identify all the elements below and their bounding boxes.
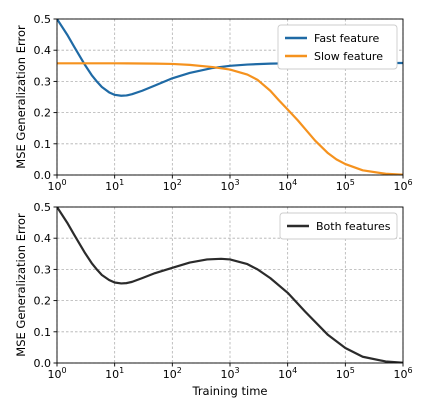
- series-line-fast-feature: [57, 19, 403, 97]
- x-tick-label: 106: [393, 366, 412, 381]
- x-tick-label: 106: [393, 178, 412, 193]
- y-tick-label: 0.1: [34, 138, 52, 151]
- x-tick-label: 104: [278, 178, 297, 193]
- x-tick-label: 100: [47, 178, 66, 193]
- x-tick-label: 104: [278, 366, 297, 381]
- legend-label: Slow feature: [314, 50, 383, 63]
- y-tick-label: 0.1: [34, 326, 52, 339]
- y-tick-label: 0.0: [34, 169, 52, 182]
- legend: Both features: [279, 212, 398, 240]
- top-chart-panel: 100 101 102 103 104 105 106 0.0 0.1 0.2 0.3 0.4 0.5 M…: [14, 13, 413, 193]
- series-line-both-features: [57, 207, 403, 363]
- x-tick-label: 105: [336, 366, 355, 381]
- x-axis-label: Training time: [191, 384, 267, 398]
- series-line-slow-feature: [57, 62, 403, 175]
- y-axis-label: MSE Generalization Error: [14, 213, 28, 357]
- x-tick-label: 102: [163, 366, 182, 381]
- x-tick-label: 100: [47, 366, 66, 381]
- x-tick-label: 105: [336, 178, 355, 193]
- y-tick-label: 0.2: [34, 295, 52, 308]
- legend-label: Fast feature: [314, 32, 380, 45]
- x-tick-label: 103: [220, 366, 239, 381]
- legend: Fast feature Slow feature: [277, 24, 398, 70]
- y-tick-label: 0.5: [34, 201, 52, 214]
- legend-box: [279, 212, 398, 240]
- y-tick-label: 0.3: [34, 75, 52, 88]
- x-tick-label: 101: [105, 366, 124, 381]
- x-tick-label: 101: [105, 178, 124, 193]
- y-tick-label: 0.5: [34, 13, 52, 26]
- y-tick-label: 0.3: [34, 263, 52, 276]
- legend-label: Both features: [316, 220, 391, 233]
- y-tick-label: 0.4: [34, 44, 52, 57]
- y-tick-label: 0.4: [34, 232, 52, 245]
- x-tick-label: 103: [220, 178, 239, 193]
- y-axis-label: MSE Generalization Error: [14, 25, 28, 169]
- x-tick-label: 102: [163, 178, 182, 193]
- bottom-chart-panel: 100 101 102 103 104 105 106 0.0 0.1 0.2 0.3 0.4 0.5 M…: [14, 201, 413, 398]
- y-tick-label: 0.0: [34, 357, 52, 370]
- legend-box: [277, 24, 398, 70]
- y-tick-label: 0.2: [34, 107, 52, 120]
